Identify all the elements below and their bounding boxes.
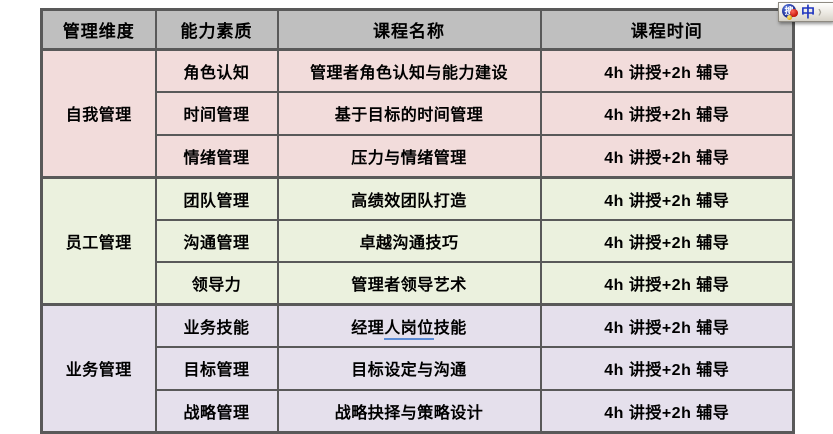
chevron-right-icon[interactable]: › [818,3,822,21]
dimension-cell-self: 自我管理 [40,48,157,178]
course-cell: 基于目标的时间管理 [276,91,542,136]
course-text-pre: 经理 [351,320,385,337]
skill-cell: 业务技能 [154,303,279,348]
ime-mode-chinese-button[interactable]: 中 [801,4,815,20]
column-header-course: 课程名称 [276,8,542,51]
time-cell: 4h 讲授+2h 辅导 [539,303,795,348]
table-row: 情绪管理 压力与情绪管理 4h 讲授+2h 辅导 [42,133,795,178]
ime-logo-red-dot [790,8,798,17]
column-header-time: 课程时间 [539,8,795,51]
time-cell: 4h 讲授+2h 辅导 [539,346,795,391]
skill-cell: 目标管理 [154,346,279,391]
time-cell: 4h 讲授+2h 辅导 [539,261,795,306]
column-header-dimension: 管理维度 [40,8,157,51]
course-cell: 管理者角色认知与能力建设 [276,48,542,93]
course-cell: 目标设定与沟通 [276,346,542,391]
time-cell: 4h 讲授+2h 辅导 [539,133,795,178]
proofing-underline-text: 人岗位 [384,320,434,340]
time-cell: 4h 讲授+2h 辅导 [539,91,795,136]
time-cell: 4h 讲授+2h 辅导 [539,388,795,433]
table-row: 沟通管理 卓越沟通技巧 4h 讲授+2h 辅导 [42,218,795,263]
course-cell: 压力与情绪管理 [276,133,542,178]
table-row: 自我管理 角色认知 管理者角色认知与能力建设 4h 讲授+2h 辅导 [40,48,795,178]
course-cell: 卓越沟通技巧 [276,218,542,263]
skill-cell: 沟通管理 [154,218,279,263]
table-row: 时间管理 基于目标的时间管理 4h 讲授+2h 辅导 [42,91,795,136]
time-cell: 4h 讲授+2h 辅导 [539,218,795,263]
dimension-cell-staff: 员工管理 [40,175,157,306]
ime-toolbar[interactable]: 搜 中 › [778,2,833,22]
table-row: 目标管理 目标设定与沟通 4h 讲授+2h 辅导 [42,346,795,391]
skill-cell: 时间管理 [154,91,279,136]
skill-cell: 领导力 [154,261,279,306]
course-cell: 战略抉择与策略设计 [276,388,542,433]
column-header-skill: 能力素质 [154,8,279,51]
table-row: 战略管理 战略抉择与策略设计 4h 讲授+2h 辅导 [42,388,795,433]
header-row: 管理维度 能力素质 课程名称 课程时间 [40,8,795,51]
table-row: 员工管理 团队管理 高绩效团队打造 4h 讲授+2h 辅导 [40,175,795,306]
skill-cell: 战略管理 [154,388,279,433]
table-row: 领导力 管理者领导艺术 4h 讲授+2h 辅导 [42,261,795,306]
sogou-ime-icon[interactable]: 搜 [782,3,798,21]
skill-cell: 团队管理 [154,175,279,221]
course-table: 管理维度 能力素质 课程名称 课程时间 自我管理 角色认知 管理者角色认知与能力… [40,8,795,434]
skill-cell: 情绪管理 [154,133,279,178]
skill-cell: 角色认知 [154,48,279,93]
ime-logo-yellow-dot [787,14,792,20]
course-cell: 管理者领导艺术 [276,261,542,306]
dimension-cell-business: 业务管理 [40,303,157,433]
time-cell: 4h 讲授+2h 辅导 [539,175,795,221]
time-cell: 4h 讲授+2h 辅导 [539,48,795,93]
course-cell: 经理人岗位技能 [276,303,542,348]
course-text-post: 技能 [433,320,467,337]
table-row: 业务管理 业务技能 经理人岗位技能 4h 讲授+2h 辅导 [40,303,795,433]
course-cell: 高绩效团队打造 [276,175,542,221]
